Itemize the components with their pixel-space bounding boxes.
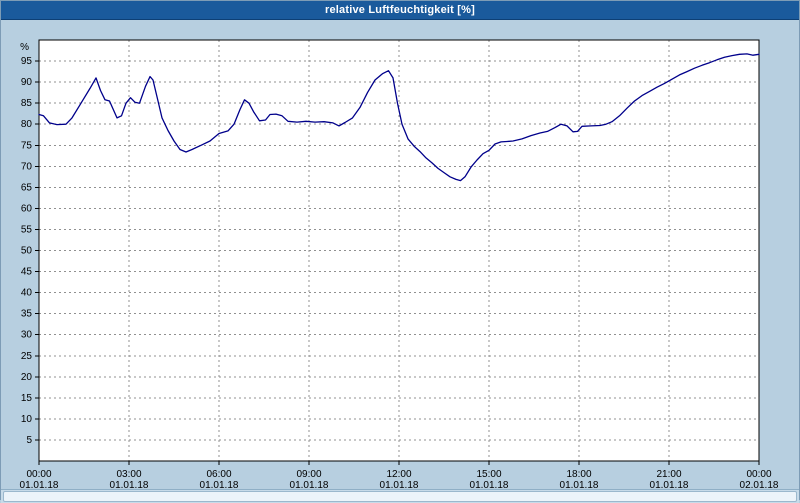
svg-text:00:00: 00:00: [746, 469, 771, 480]
svg-text:75: 75: [21, 140, 33, 151]
svg-text:10: 10: [21, 414, 33, 425]
svg-text:30: 30: [21, 330, 33, 341]
svg-text:01.01.18: 01.01.18: [290, 480, 329, 489]
svg-text:65: 65: [21, 182, 33, 193]
svg-text:85: 85: [21, 98, 33, 109]
chart-title-bar: relative Luftfeuchtigkeit [%]: [1, 1, 799, 20]
svg-text:09:00: 09:00: [296, 469, 321, 480]
svg-text:15: 15: [21, 393, 33, 404]
svg-text:90: 90: [21, 77, 33, 88]
svg-text:20: 20: [21, 372, 33, 383]
svg-text:01.01.18: 01.01.18: [20, 480, 59, 489]
svg-text:01.01.18: 01.01.18: [200, 480, 239, 489]
page-title: relative Luftfeuchtigkeit [%]: [324, 4, 476, 16]
humidity-line-chart: 5 10 15 20 25 30 35 40 45 50 55 60 65 70 75 80 85 90 95% 00…: [20, 39, 779, 489]
horizontal-scrollbar[interactable]: [1, 489, 799, 503]
svg-text:00:00: 00:00: [26, 469, 51, 480]
svg-text:01.01.18: 01.01.18: [380, 480, 419, 489]
svg-text:%: %: [20, 42, 29, 53]
svg-text:70: 70: [21, 161, 33, 172]
svg-text:45: 45: [21, 267, 33, 278]
svg-text:01.01.18: 01.01.18: [560, 480, 599, 489]
svg-text:95: 95: [21, 56, 33, 67]
svg-text:50: 50: [21, 246, 33, 257]
svg-text:12:00: 12:00: [386, 469, 411, 480]
svg-text:25: 25: [21, 351, 33, 362]
svg-text:21:00: 21:00: [656, 469, 681, 480]
scrollbar-thumb[interactable]: [3, 491, 797, 502]
svg-text:01.01.18: 01.01.18: [470, 480, 509, 489]
svg-text:60: 60: [21, 203, 33, 214]
svg-text:01.01.18: 01.01.18: [650, 480, 689, 489]
svg-text:15:00: 15:00: [476, 469, 501, 480]
chart-area: 5 10 15 20 25 30 35 40 45 50 55 60 65 70 75 80 85 90 95% 00…: [1, 20, 799, 489]
svg-text:5: 5: [26, 435, 32, 446]
svg-text:35: 35: [21, 309, 33, 320]
svg-text:01.01.18: 01.01.18: [110, 480, 149, 489]
svg-text:03:00: 03:00: [116, 469, 141, 480]
svg-text:80: 80: [21, 119, 33, 130]
svg-text:55: 55: [21, 224, 33, 235]
svg-text:02.01.18: 02.01.18: [740, 480, 779, 489]
svg-text:40: 40: [21, 288, 33, 299]
svg-text:06:00: 06:00: [206, 469, 231, 480]
svg-text:18:00: 18:00: [566, 469, 591, 480]
